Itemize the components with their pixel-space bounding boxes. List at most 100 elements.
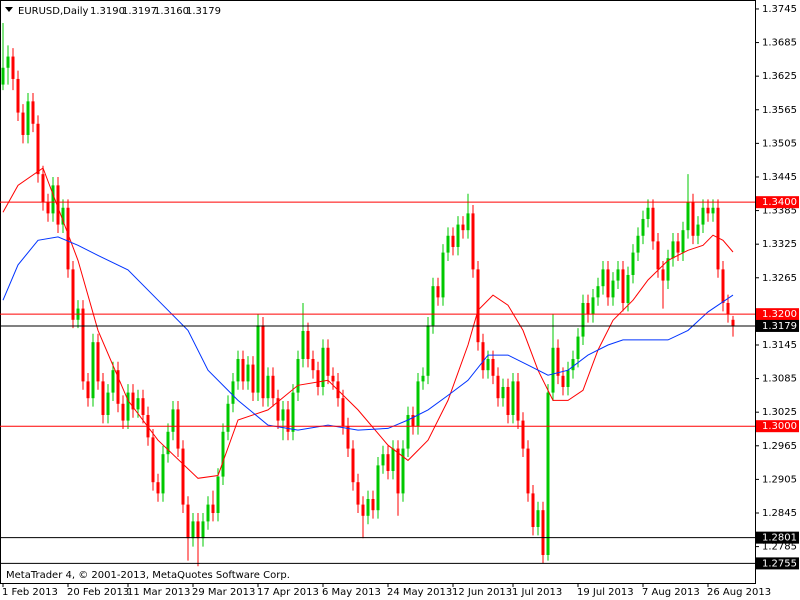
- candle-body: [251, 364, 255, 393]
- indicator-line: [2, 236, 734, 431]
- candle-body: [401, 448, 405, 494]
- candle-body: [521, 420, 525, 449]
- y-tick-label: 1.3265: [762, 273, 797, 284]
- candle-body: [666, 258, 670, 281]
- level-box: [756, 420, 799, 433]
- candle-body: [411, 414, 415, 427]
- candle-body: [271, 375, 275, 399]
- candle-body: [396, 448, 400, 494]
- level-box: [756, 557, 799, 570]
- candle-body: [556, 347, 560, 376]
- level-label: 1.2801: [762, 533, 797, 544]
- candle-body: [686, 202, 690, 231]
- candle-body: [391, 448, 395, 471]
- footer: MetaTrader 4, © 2001-2013, MetaQuotes So…: [6, 570, 290, 581]
- candle-body: [56, 185, 60, 225]
- candle-body: [546, 392, 550, 555]
- x-tick-label: 24 May 2013: [387, 587, 452, 598]
- candle-body: [111, 370, 115, 393]
- candle-body: [446, 235, 450, 253]
- candle-body: [626, 274, 630, 303]
- x-tick-label: 19 Jul 2013: [577, 587, 634, 598]
- candle-body: [301, 330, 305, 359]
- candle-body: [631, 252, 635, 275]
- candle-body: [561, 375, 565, 387]
- candle-body: [471, 213, 475, 270]
- candle-body: [356, 482, 360, 505]
- candle-body: [651, 207, 655, 242]
- candle-body: [486, 358, 490, 371]
- candle-body: [661, 269, 665, 281]
- candle-body: [611, 280, 615, 298]
- candle-body: [96, 342, 100, 382]
- candle-body: [566, 370, 570, 387]
- candle-body: [166, 431, 170, 455]
- x-tick-label: 17 Apr 2013: [257, 587, 319, 598]
- level-label: 1.2755: [762, 558, 797, 569]
- candle-body: [591, 297, 595, 315]
- y-tick-label: 1.2965: [762, 441, 797, 452]
- candle-body: [21, 112, 25, 135]
- candle-body: [11, 56, 15, 79]
- candle-body: [186, 504, 190, 539]
- candle-body: [491, 358, 495, 376]
- candle-body: [646, 207, 650, 219]
- symbol: EURUSD,Daily: [18, 6, 89, 17]
- candle-body: [306, 330, 310, 359]
- candle-body: [711, 207, 715, 214]
- candle-body: [216, 476, 220, 513]
- candle-body: [171, 409, 175, 432]
- candle-body: [456, 224, 460, 247]
- candle-body: [731, 319, 735, 326]
- candle-body: [431, 286, 435, 326]
- y-tick-label: 1.3445: [762, 172, 797, 183]
- candle-body: [291, 392, 295, 432]
- candle-body: [161, 454, 165, 494]
- candle-body: [296, 358, 300, 393]
- candle-body: [621, 269, 625, 303]
- candle-body: [151, 437, 155, 483]
- candle-body: [716, 207, 720, 270]
- candle-body: [36, 123, 40, 175]
- candle-body: [721, 269, 725, 303]
- level-label: 1.3200: [762, 309, 797, 320]
- candle-body: [261, 325, 265, 399]
- candle-body: [506, 386, 510, 415]
- header-arrow: [5, 7, 13, 12]
- candle-body: [126, 392, 130, 421]
- y-tick-label: 1.3745: [762, 4, 797, 15]
- candle-body: [191, 521, 195, 539]
- candle-body: [596, 286, 600, 298]
- candle-body: [436, 286, 440, 298]
- candle-body: [16, 78, 20, 113]
- candle-body: [66, 207, 70, 270]
- candle-body: [361, 504, 365, 516]
- candle-body: [286, 409, 290, 432]
- candle-body: [121, 403, 125, 421]
- y-tick-label: 1.3565: [762, 105, 797, 116]
- candle-body: [706, 207, 710, 214]
- candle-body: [116, 370, 120, 404]
- candle-body: [276, 398, 280, 421]
- candle-body: [101, 381, 105, 415]
- candle-body: [176, 409, 180, 449]
- x-tick-label: 29 Mar 2013: [192, 587, 255, 598]
- x-tick-label: 1 Feb 2013: [2, 587, 58, 598]
- candle-body: [386, 454, 390, 471]
- candle-body: [501, 386, 505, 399]
- level-label: 1.3179: [762, 321, 797, 332]
- y-tick-label: 1.3085: [762, 374, 797, 385]
- x-tick-label: 6 May 2013: [322, 587, 381, 598]
- candle-body: [141, 398, 145, 415]
- candle-body: [201, 521, 205, 539]
- candle-body: [691, 202, 695, 236]
- x-tick-label: 20 Feb 2013: [67, 587, 129, 598]
- candle-body: [421, 375, 425, 382]
- indicator-line: [2, 167, 734, 479]
- y-tick-label: 1.3505: [762, 138, 797, 149]
- y-tick-label: 1.3145: [762, 340, 797, 351]
- candle-body: [476, 269, 480, 343]
- level-box: [756, 308, 799, 321]
- y-tick-label: 1.3685: [762, 38, 797, 49]
